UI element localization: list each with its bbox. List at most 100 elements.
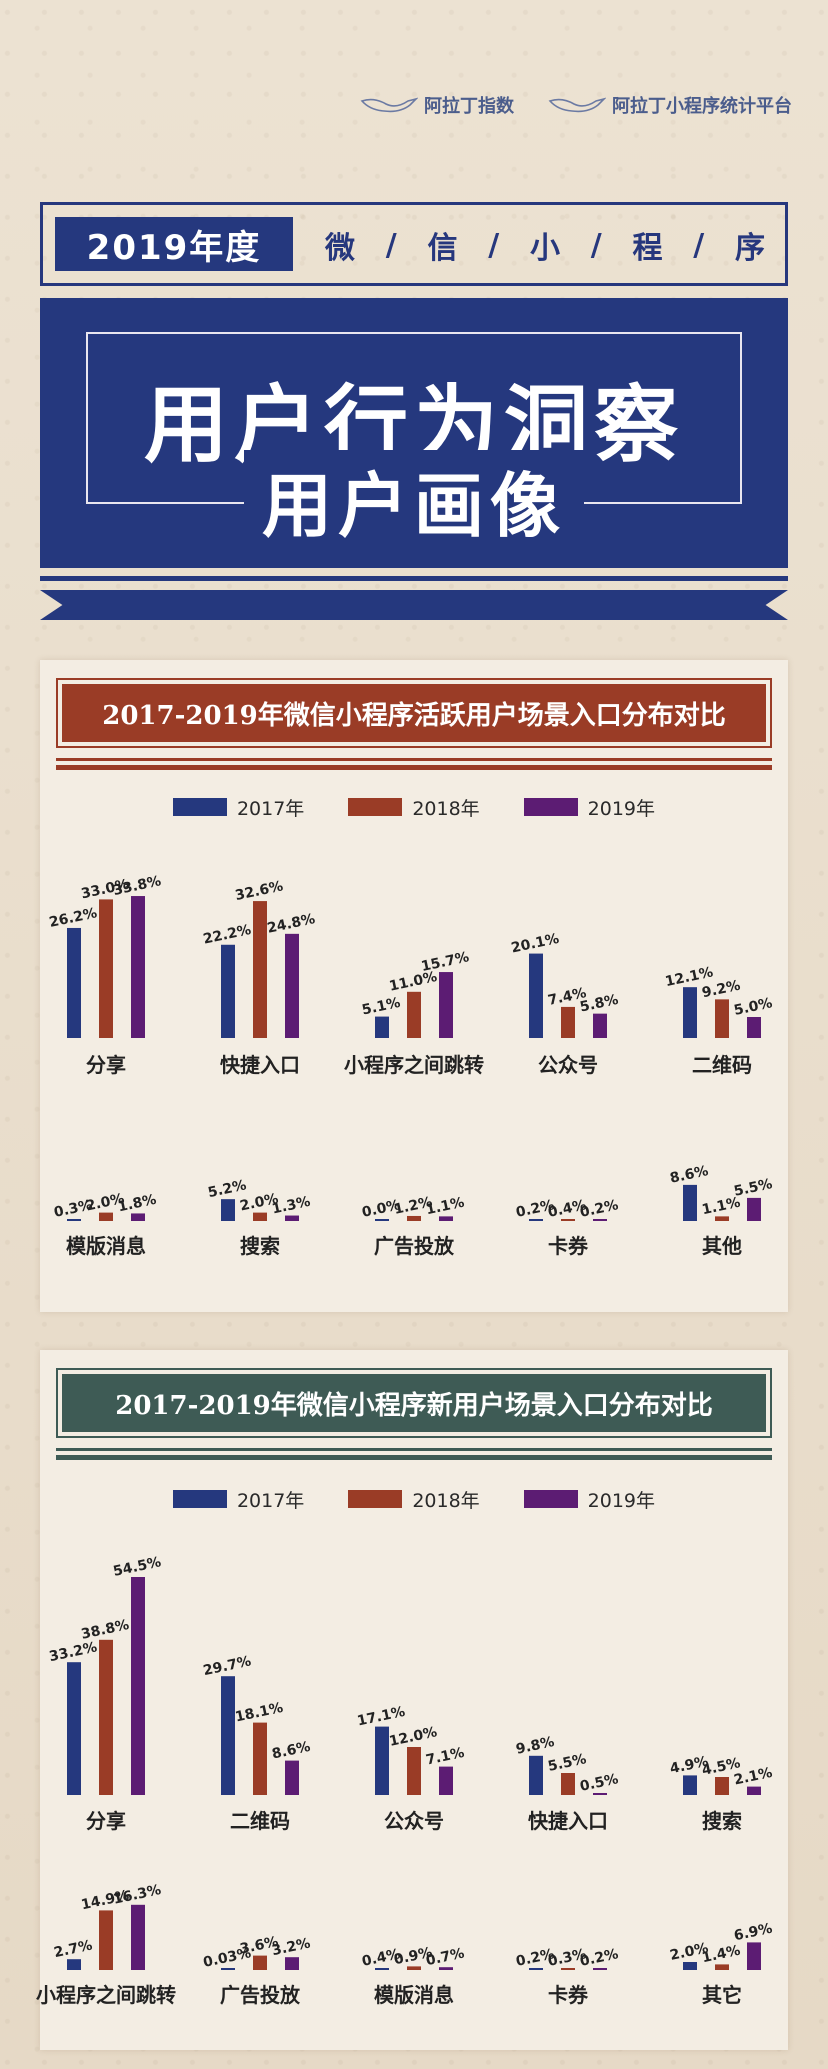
bar-2017年-广告投放: [375, 1219, 389, 1221]
bar-2017年-卡券: [529, 1968, 543, 1970]
category-label: 搜索: [240, 1234, 280, 1258]
category-label: 卡券: [548, 1983, 589, 2007]
bar-2018年-快捷入口: [561, 1773, 575, 1795]
value-label: 8.6%: [669, 1163, 710, 1187]
legend-swatch: [172, 798, 227, 816]
bar-2019年-小程序之间跳转: [439, 972, 453, 1038]
category-label: 分享: [86, 1053, 126, 1077]
value-label: 24.8%: [266, 911, 317, 937]
bar-2017年-公众号: [529, 953, 543, 1038]
hero-banner: 用户行为洞察 用户画像: [40, 298, 788, 568]
value-label: 29.7%: [202, 1653, 253, 1679]
legend-swatch: [348, 798, 403, 816]
bar-2018年-其他: [715, 1216, 729, 1221]
year-label: 2019年度: [55, 217, 293, 271]
value-label: 8.6%: [271, 1739, 312, 1763]
brand-row: 阿拉丁指数 阿拉丁小程序统计平台: [312, 90, 792, 120]
value-label: 2.7%: [53, 1937, 94, 1961]
bar-2018年-公众号: [407, 1747, 421, 1795]
title-rule: [56, 1448, 772, 1451]
legend-item-2017[interactable]: 2017年: [172, 1486, 305, 1513]
subtitle-slash: /: [590, 227, 602, 263]
bar-2018年-小程序之间跳转: [99, 1910, 113, 1970]
value-label: 38.8%: [80, 1617, 131, 1643]
chart-title-frame: 2017-2019年微信小程序新用户场景入口分布对比: [56, 1368, 772, 1438]
value-label: 1.1%: [701, 1195, 742, 1219]
value-label: 0.9%: [393, 1945, 434, 1969]
category-label: 二维码: [230, 1809, 290, 1833]
legend-item-2019[interactable]: 2019年: [523, 1486, 655, 1513]
value-label: 17.1%: [356, 1704, 407, 1730]
legend-label: 2017年: [236, 1489, 305, 1512]
bar-2017年-卡券: [529, 1219, 543, 1221]
value-label: 4.5%: [701, 1755, 742, 1779]
bar-2019年-快捷入口: [593, 1793, 607, 1795]
bar-2017年-分享: [67, 927, 81, 1038]
value-label: 0.2%: [515, 1197, 556, 1221]
value-label: 7.1%: [425, 1745, 466, 1769]
bar-2018年-模版消息: [99, 1212, 113, 1221]
value-label: 18.1%: [234, 1700, 285, 1726]
bar-2017年-公众号: [375, 1726, 389, 1795]
legend-swatch: [172, 1490, 227, 1508]
value-label: 1.1%: [425, 1195, 466, 1219]
bar-2017年-小程序之间跳转: [375, 1016, 389, 1038]
legend-item-2019[interactable]: 2019年: [523, 794, 655, 821]
bar-2019年-搜索: [285, 1215, 299, 1221]
category-label: 广告投放: [374, 1234, 455, 1258]
category-label: 快捷入口: [220, 1053, 300, 1077]
value-label: 1.4%: [701, 1943, 742, 1967]
lamp-icon: [360, 97, 418, 113]
new-users-panel: 2017-2019年微信小程序新用户场景入口分布对比 2017年 2018年 2…: [36, 1350, 788, 2050]
subtitle-char: 小: [530, 231, 560, 266]
value-label: 2.0%: [239, 1191, 280, 1215]
category-label: 广告投放: [220, 1983, 301, 2007]
value-label: 32.6%: [234, 878, 285, 904]
brand-aladdin-stats[interactable]: 阿拉丁小程序统计平台: [548, 92, 792, 118]
subtitle-char: 信: [427, 231, 458, 266]
bar-2019年-二维码: [747, 1017, 761, 1038]
bar-2018年-搜索: [715, 1777, 729, 1795]
brand-label: 阿拉丁小程序统计平台: [612, 96, 792, 117]
category-label: 卡券: [548, 1234, 589, 1258]
bar-2018年-二维码: [253, 1722, 267, 1795]
legend-item-2018[interactable]: 2018年: [348, 794, 480, 821]
bar-2018年-分享: [99, 899, 113, 1038]
category-label: 公众号: [384, 1809, 444, 1833]
bar-2018年-模版消息: [407, 1966, 421, 1970]
bar-2018年-其它: [715, 1964, 729, 1970]
bar-2019年-其它: [747, 1942, 761, 1970]
bar-2019年-小程序之间跳转: [131, 1904, 145, 1970]
value-label: 0.4%: [547, 1197, 588, 1221]
title-rule: [56, 1455, 772, 1460]
bar-2019年-其他: [747, 1197, 761, 1221]
chart-title: 2017-2019年微信小程序活跃用户场景入口分布对比: [62, 684, 766, 742]
bar-2017年-模版消息: [375, 1968, 389, 1970]
bar-2019年-卡券: [593, 1968, 607, 1970]
lamp-icon: [548, 97, 606, 113]
subtitle-slash: /: [488, 227, 500, 263]
legend-swatch: [523, 1490, 578, 1508]
value-label: 0.4%: [361, 1946, 402, 1970]
legend-item-2017[interactable]: 2017年: [172, 794, 304, 821]
legend-item-2018[interactable]: 2018年: [348, 1486, 480, 1513]
category-label: 分享: [86, 1809, 126, 1833]
legend-label: 2018年: [412, 797, 480, 820]
value-label: 0.2%: [579, 1197, 620, 1221]
bar-2018年-快捷入口: [253, 901, 267, 1038]
value-label: 2.0%: [85, 1191, 126, 1215]
chart-title: 2017-2019年微信小程序新用户场景入口分布对比: [62, 1374, 766, 1432]
bar-2018年-卡券: [561, 1219, 575, 1221]
value-label: 1.3%: [271, 1194, 312, 1218]
bar-2018年-广告投放: [253, 1955, 267, 1970]
brand-aladdin-index[interactable]: 阿拉丁指数: [360, 92, 514, 118]
value-label: 7.4%: [547, 985, 588, 1009]
value-label: 3.2%: [271, 1935, 312, 1959]
bar-2017年-二维码: [683, 987, 697, 1038]
bar-2017年-搜索: [683, 1775, 697, 1795]
bar-2019年-公众号: [439, 1766, 453, 1795]
value-label: 1.8%: [117, 1192, 158, 1216]
bar-2019年-搜索: [747, 1786, 761, 1795]
bar-2017年-其它: [683, 1962, 697, 1970]
category-label: 其他: [702, 1234, 742, 1258]
